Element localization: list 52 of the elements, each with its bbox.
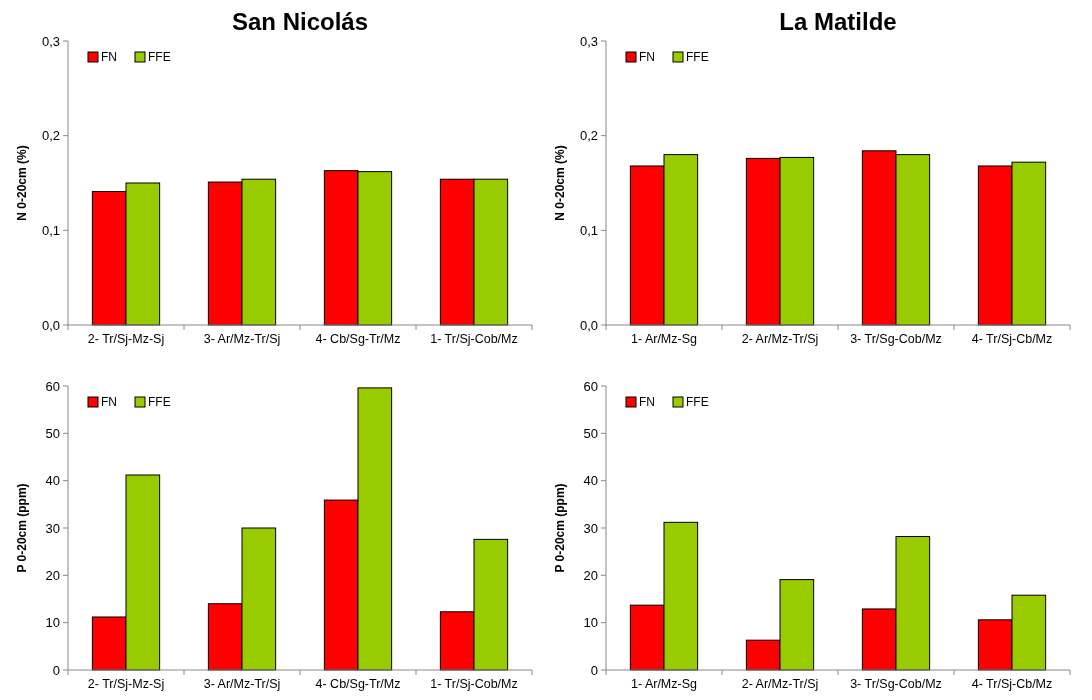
y-tick-label: 0,0 (579, 317, 598, 333)
x-tick-label: 3- Ar/Mz-Tr/Sj (203, 332, 281, 346)
legend-label: FN (639, 395, 655, 410)
x-tick-label: 1- Ar/Mz-Sg (631, 677, 698, 691)
x-tick-label: 3- Tr/Sg-Cob/Mz (850, 677, 942, 691)
y-tick-label: 0,0 (41, 317, 60, 333)
legend-label: FN (101, 50, 117, 65)
y-tick-label: 0,3 (579, 33, 598, 49)
legend-label: FFE (686, 50, 709, 65)
y-tick-label: 0 (52, 662, 60, 678)
y-tick-label: 30 (583, 520, 598, 536)
y-tick-label: 50 (583, 425, 598, 441)
x-tick-label: 4- Tr/Sj-Cb/Mz (971, 332, 1053, 346)
y-tick-label: 0,2 (41, 128, 60, 144)
y-tick-label: 60 (583, 378, 598, 394)
y-tick-label: 0,3 (41, 33, 60, 49)
x-tick-label: 2- Ar/Mz-Tr/Sj (741, 332, 819, 346)
y-axis-title: P 0-20cm (ppm) (15, 483, 29, 573)
x-tick-label: 2- Tr/Sj-Mz-Sj (87, 332, 165, 346)
x-tick-label: 3- Ar/Mz-Tr/Sj (203, 677, 281, 691)
y-tick-label: 20 (583, 567, 598, 583)
legend-label: FN (639, 50, 655, 65)
y-tick-label: 10 (45, 615, 60, 631)
legend-label: FN (101, 395, 117, 410)
y-axis-title: N 0-20cm (%) (15, 145, 29, 221)
x-tick-label: 1- Tr/Sj-Cob/Mz (430, 677, 518, 691)
x-tick-label: 4- Tr/Sj-Cb/Mz (971, 677, 1053, 691)
y-tick-label: 40 (45, 473, 60, 489)
chart-title: La Matilde (779, 8, 897, 35)
legend-label: FFE (148, 395, 171, 410)
y-tick-label: 0,1 (579, 222, 598, 238)
x-tick-label: 1- Tr/Sj-Cob/Mz (430, 332, 518, 346)
y-tick-label: 40 (583, 473, 598, 489)
legend-label: FFE (686, 395, 709, 410)
y-tick-label: 20 (45, 567, 60, 583)
x-tick-label: 1- Ar/Mz-Sg (631, 332, 698, 346)
legend-label: FFE (148, 50, 171, 65)
y-tick-label: 0,1 (41, 222, 60, 238)
y-tick-label: 10 (583, 615, 598, 631)
x-tick-label: 3- Tr/Sg-Cob/Mz (850, 332, 942, 346)
x-tick-label: 4- Cb/Sg-Tr/Mz (315, 332, 401, 346)
y-tick-label: 0,2 (579, 128, 598, 144)
y-tick-label: 30 (45, 520, 60, 536)
x-tick-label: 2- Ar/Mz-Tr/Sj (741, 677, 819, 691)
y-tick-label: 0 (590, 662, 598, 678)
x-tick-label: 4- Cb/Sg-Tr/Mz (315, 677, 401, 691)
y-axis-title: P 0-20cm (ppm) (553, 483, 567, 573)
x-tick-label: 2- Tr/Sj-Mz-Sj (87, 677, 165, 691)
y-axis-title: N 0-20cm (%) (553, 145, 567, 221)
y-tick-label: 60 (45, 378, 60, 394)
chart-title: San Nicolás (231, 8, 369, 35)
y-tick-label: 50 (45, 425, 60, 441)
